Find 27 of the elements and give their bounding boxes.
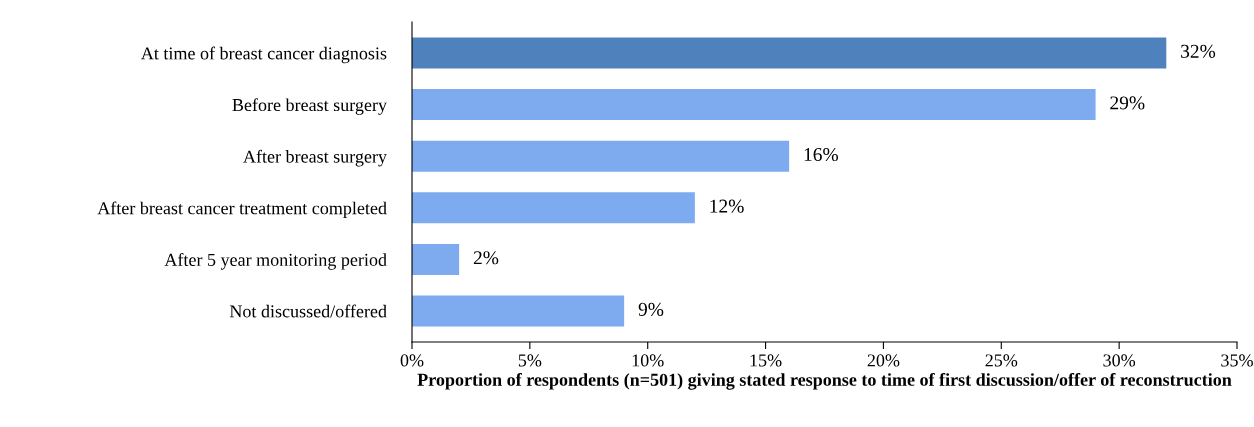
x-tick-label: 20%: [867, 354, 900, 367]
bar: [412, 89, 1096, 121]
y-tick-label: Before breast surgery: [232, 98, 387, 115]
y-tick-label: After 5 year monitoring period: [164, 253, 387, 270]
data-label: 16%: [804, 147, 839, 162]
x-tick-label: 0%: [400, 354, 424, 367]
x-tick-label: 15%: [750, 354, 782, 367]
bar: [412, 295, 625, 327]
x-tick-label: 30%: [1103, 354, 1136, 367]
bar: [412, 37, 1167, 69]
x-tick-label: 25%: [985, 354, 1018, 367]
data-label: 12%: [710, 199, 744, 213]
x-axis-title: Proportion of respondents (n=501) giving stated response to time of first discussion/offer of reconstruction: [417, 372, 1232, 390]
y-tick-label: Not discussed/offered: [229, 304, 387, 318]
bar: [412, 192, 695, 224]
data-label: 32%: [1181, 44, 1216, 58]
y-tick-label: After breast cancer treatment completed: [97, 201, 387, 219]
bar: [412, 140, 790, 172]
data-label: 29%: [1110, 96, 1145, 110]
y-tick-label: At time of breast cancer diagnosis: [141, 46, 387, 64]
data-label: 9%: [638, 302, 664, 316]
x-tick-label: 5%: [518, 354, 542, 367]
data-label: 2%: [473, 251, 499, 265]
y-tick-label: After breast surgery: [243, 149, 387, 167]
bar: [412, 243, 460, 275]
x-tick-label: 35%: [1221, 354, 1253, 367]
x-tick-label: 10%: [632, 354, 664, 367]
